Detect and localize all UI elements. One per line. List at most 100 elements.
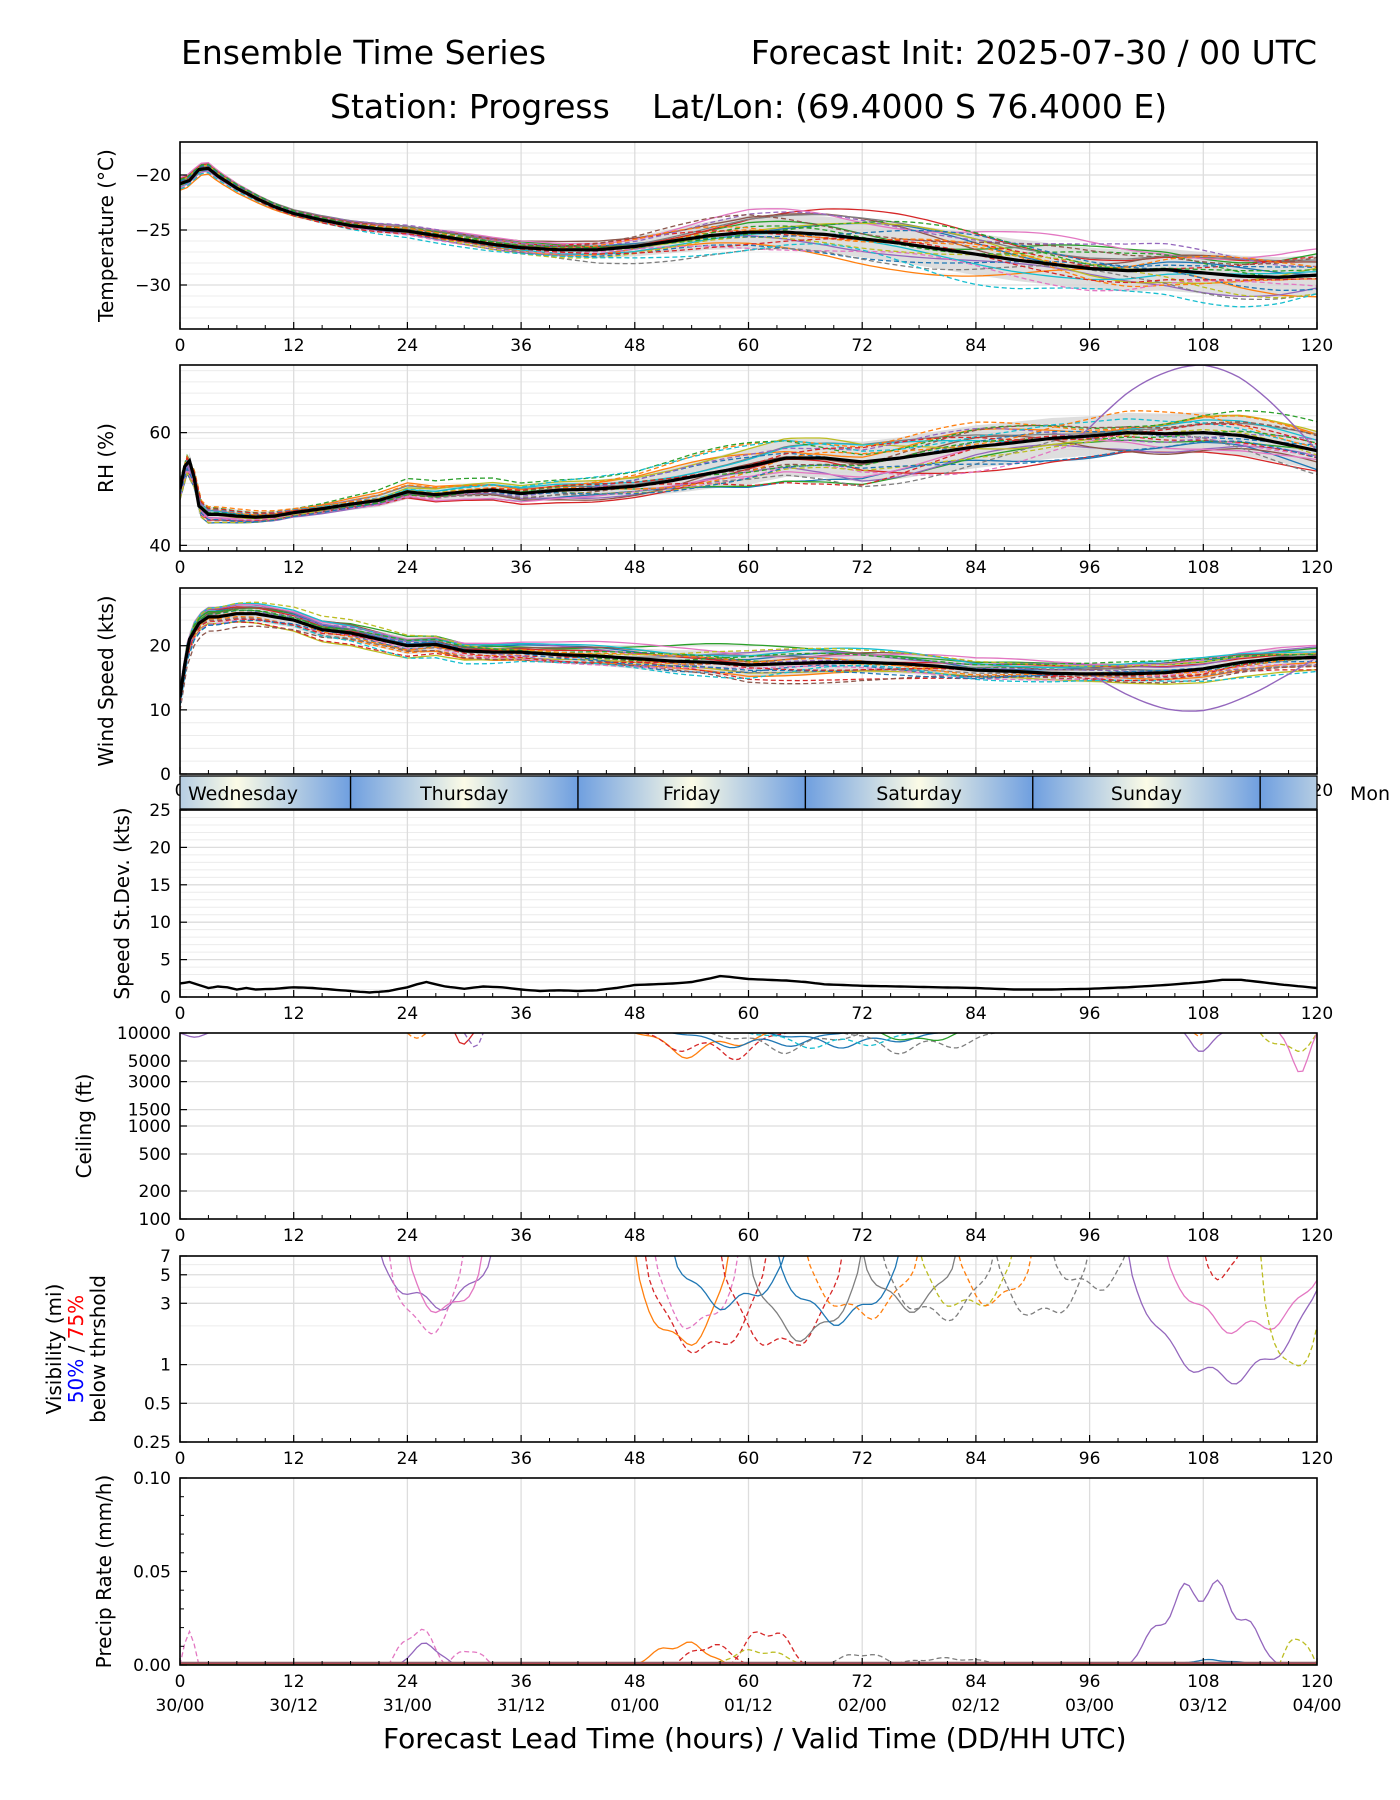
y-tick-label: 500 bbox=[139, 1145, 171, 1165]
x-tick-label: 84 bbox=[965, 336, 987, 356]
x-tick-label: 36 bbox=[510, 558, 532, 578]
x-tick-label: 120 bbox=[1301, 1672, 1333, 1692]
x-tick-label: 96 bbox=[1079, 558, 1101, 578]
ensemble-member-line bbox=[180, 415, 1317, 516]
ensemble-member-line bbox=[748, 1033, 920, 1049]
day-label: Wednesday bbox=[188, 783, 298, 805]
y-tick-label: 5 bbox=[160, 951, 171, 971]
x-tick-label: 0 bbox=[175, 1226, 186, 1246]
y-tick-label: 3 bbox=[160, 1294, 171, 1314]
svg-text:Speed St.Dev. (kts): Speed St.Dev. (kts) bbox=[110, 807, 134, 999]
x-tick-label: 72 bbox=[851, 1004, 873, 1024]
x-tick-label: 24 bbox=[397, 336, 419, 356]
ensemble-member-line bbox=[1053, 1256, 1126, 1291]
wind_speed-plot bbox=[180, 601, 1317, 712]
ensemble-member-line bbox=[729, 1631, 806, 1665]
ensemble-member-line bbox=[180, 165, 1317, 268]
y-tick-label: 0.05 bbox=[133, 1563, 171, 1583]
y-tick-label: 15 bbox=[149, 876, 171, 896]
ensemble-member-line bbox=[387, 1628, 446, 1665]
y-tick-label: 60 bbox=[149, 424, 171, 444]
x-tick-label: 48 bbox=[624, 558, 646, 578]
svg-text:Precip Rate (mm/h): Precip Rate (mm/h) bbox=[92, 1475, 116, 1669]
x-tick-label: 108 bbox=[1187, 1226, 1219, 1246]
day-band bbox=[1032, 776, 1261, 809]
ensemble-member-line bbox=[180, 617, 1317, 700]
ensemble-member-line bbox=[180, 609, 1317, 690]
svg-text:Wind Speed (kts): Wind Speed (kts) bbox=[94, 595, 118, 766]
x-date-label: 30/00 bbox=[156, 1696, 205, 1716]
ensemble-member-line bbox=[180, 618, 1317, 705]
x-tick-label: 72 bbox=[851, 336, 873, 356]
y-tick-label: 1000 bbox=[128, 1117, 171, 1137]
y-tick-label: −25 bbox=[135, 221, 171, 241]
station-name: Station: Progress bbox=[330, 87, 610, 126]
day-band bbox=[577, 776, 806, 809]
x-tick-label: 96 bbox=[1079, 1004, 1101, 1024]
ensemble-member-line bbox=[1127, 1579, 1280, 1665]
speed-stdev-plot bbox=[180, 974, 1317, 994]
x-tick-label: 48 bbox=[624, 1672, 646, 1692]
ensemble-member-line bbox=[180, 421, 1317, 517]
y-tick-label: 20 bbox=[149, 838, 171, 858]
svg-text:Ceiling (ft): Ceiling (ft) bbox=[72, 1074, 96, 1179]
x-tick-label: 60 bbox=[738, 1672, 760, 1692]
ensemble-member-line bbox=[180, 1033, 209, 1038]
ensemble-member-line bbox=[454, 1033, 475, 1045]
day-band bbox=[1260, 776, 1317, 809]
ensemble-member-line bbox=[1166, 1256, 1317, 1335]
ensemble-member-line bbox=[1128, 1256, 1317, 1385]
x-tick-label: 120 bbox=[1301, 1226, 1333, 1246]
ensemble-member-line bbox=[720, 1256, 843, 1346]
y-tick-label: 0 bbox=[160, 765, 171, 785]
ensemble-member-line bbox=[180, 621, 1317, 704]
x-date-label: 02/12 bbox=[951, 1696, 1000, 1716]
x-tick-label: 120 bbox=[1301, 558, 1333, 578]
x-tick-label: 0 bbox=[175, 1004, 186, 1024]
ensemble-member-line bbox=[180, 609, 1317, 695]
ensemble-member-line bbox=[767, 1033, 939, 1049]
ensemble-mean-line bbox=[180, 166, 1317, 279]
ensemble-member-line bbox=[654, 1256, 739, 1330]
ensemble-member-line bbox=[408, 1256, 483, 1314]
x-tick-label: 36 bbox=[510, 1449, 532, 1469]
x-tick-label: 60 bbox=[738, 1004, 760, 1024]
x-date-label: 03/12 bbox=[1179, 1696, 1228, 1716]
ensemble-member-line bbox=[1278, 1638, 1317, 1665]
x-tick-label: 108 bbox=[1187, 1004, 1219, 1024]
ensemble-member-line bbox=[882, 1256, 994, 1322]
day-label: Mon bbox=[1350, 783, 1390, 805]
x-tick-label: 0 bbox=[175, 558, 186, 578]
y-axis-label: Visibility (mi)50% / 75%below thrshold bbox=[42, 1275, 110, 1423]
ceiling-plot bbox=[180, 1033, 1317, 1073]
x-date-label: 04/00 bbox=[1293, 1696, 1342, 1716]
x-tick-label: 48 bbox=[624, 1449, 646, 1469]
ensemble-member-line bbox=[180, 168, 1317, 269]
relative_humidity-plot bbox=[180, 365, 1317, 524]
x-tick-label: 24 bbox=[397, 1672, 419, 1692]
y-tick-label: 25 bbox=[149, 801, 171, 821]
x-tick-label: 84 bbox=[965, 1226, 987, 1246]
y-tick-label: 0.00 bbox=[133, 1656, 171, 1676]
x-tick-label: 0 bbox=[175, 336, 186, 356]
ensemble-member-line bbox=[406, 1033, 427, 1039]
y-tick-label: −20 bbox=[135, 166, 171, 186]
x-tick-label: 108 bbox=[1187, 558, 1219, 578]
x-tick-label: 108 bbox=[1187, 1672, 1219, 1692]
x-tick-label: 72 bbox=[851, 1226, 873, 1246]
ensemble-member-line bbox=[996, 1256, 1089, 1316]
x-tick-label: 84 bbox=[965, 1672, 987, 1692]
x-tick-label: 72 bbox=[851, 1672, 873, 1692]
x-tick-label: 96 bbox=[1079, 1226, 1101, 1246]
day-band bbox=[805, 776, 1033, 809]
x-tick-label: 60 bbox=[738, 1226, 760, 1246]
ensemble-member-line bbox=[863, 1256, 956, 1313]
ensemble-member-line bbox=[180, 601, 1317, 691]
x-date-label: 03/00 bbox=[1065, 1696, 1114, 1716]
y-tick-label: 7 bbox=[160, 1247, 171, 1267]
x-tick-label: 12 bbox=[283, 1672, 305, 1692]
svg-text:Temperature (°C): Temperature (°C) bbox=[94, 149, 118, 323]
x-date-label: 01/12 bbox=[724, 1696, 773, 1716]
x-tick-label: 36 bbox=[510, 336, 532, 356]
x-date-label: 31/12 bbox=[497, 1696, 546, 1716]
